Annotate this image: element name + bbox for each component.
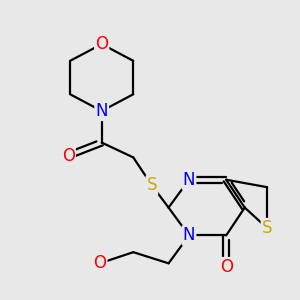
Text: O: O: [62, 147, 75, 165]
Text: O: O: [93, 254, 106, 272]
Text: S: S: [147, 176, 157, 194]
Text: S: S: [262, 219, 272, 237]
Text: O: O: [220, 258, 233, 276]
Text: N: N: [183, 226, 195, 244]
Text: O: O: [95, 35, 108, 53]
Text: N: N: [95, 102, 108, 120]
Text: N: N: [183, 171, 195, 189]
